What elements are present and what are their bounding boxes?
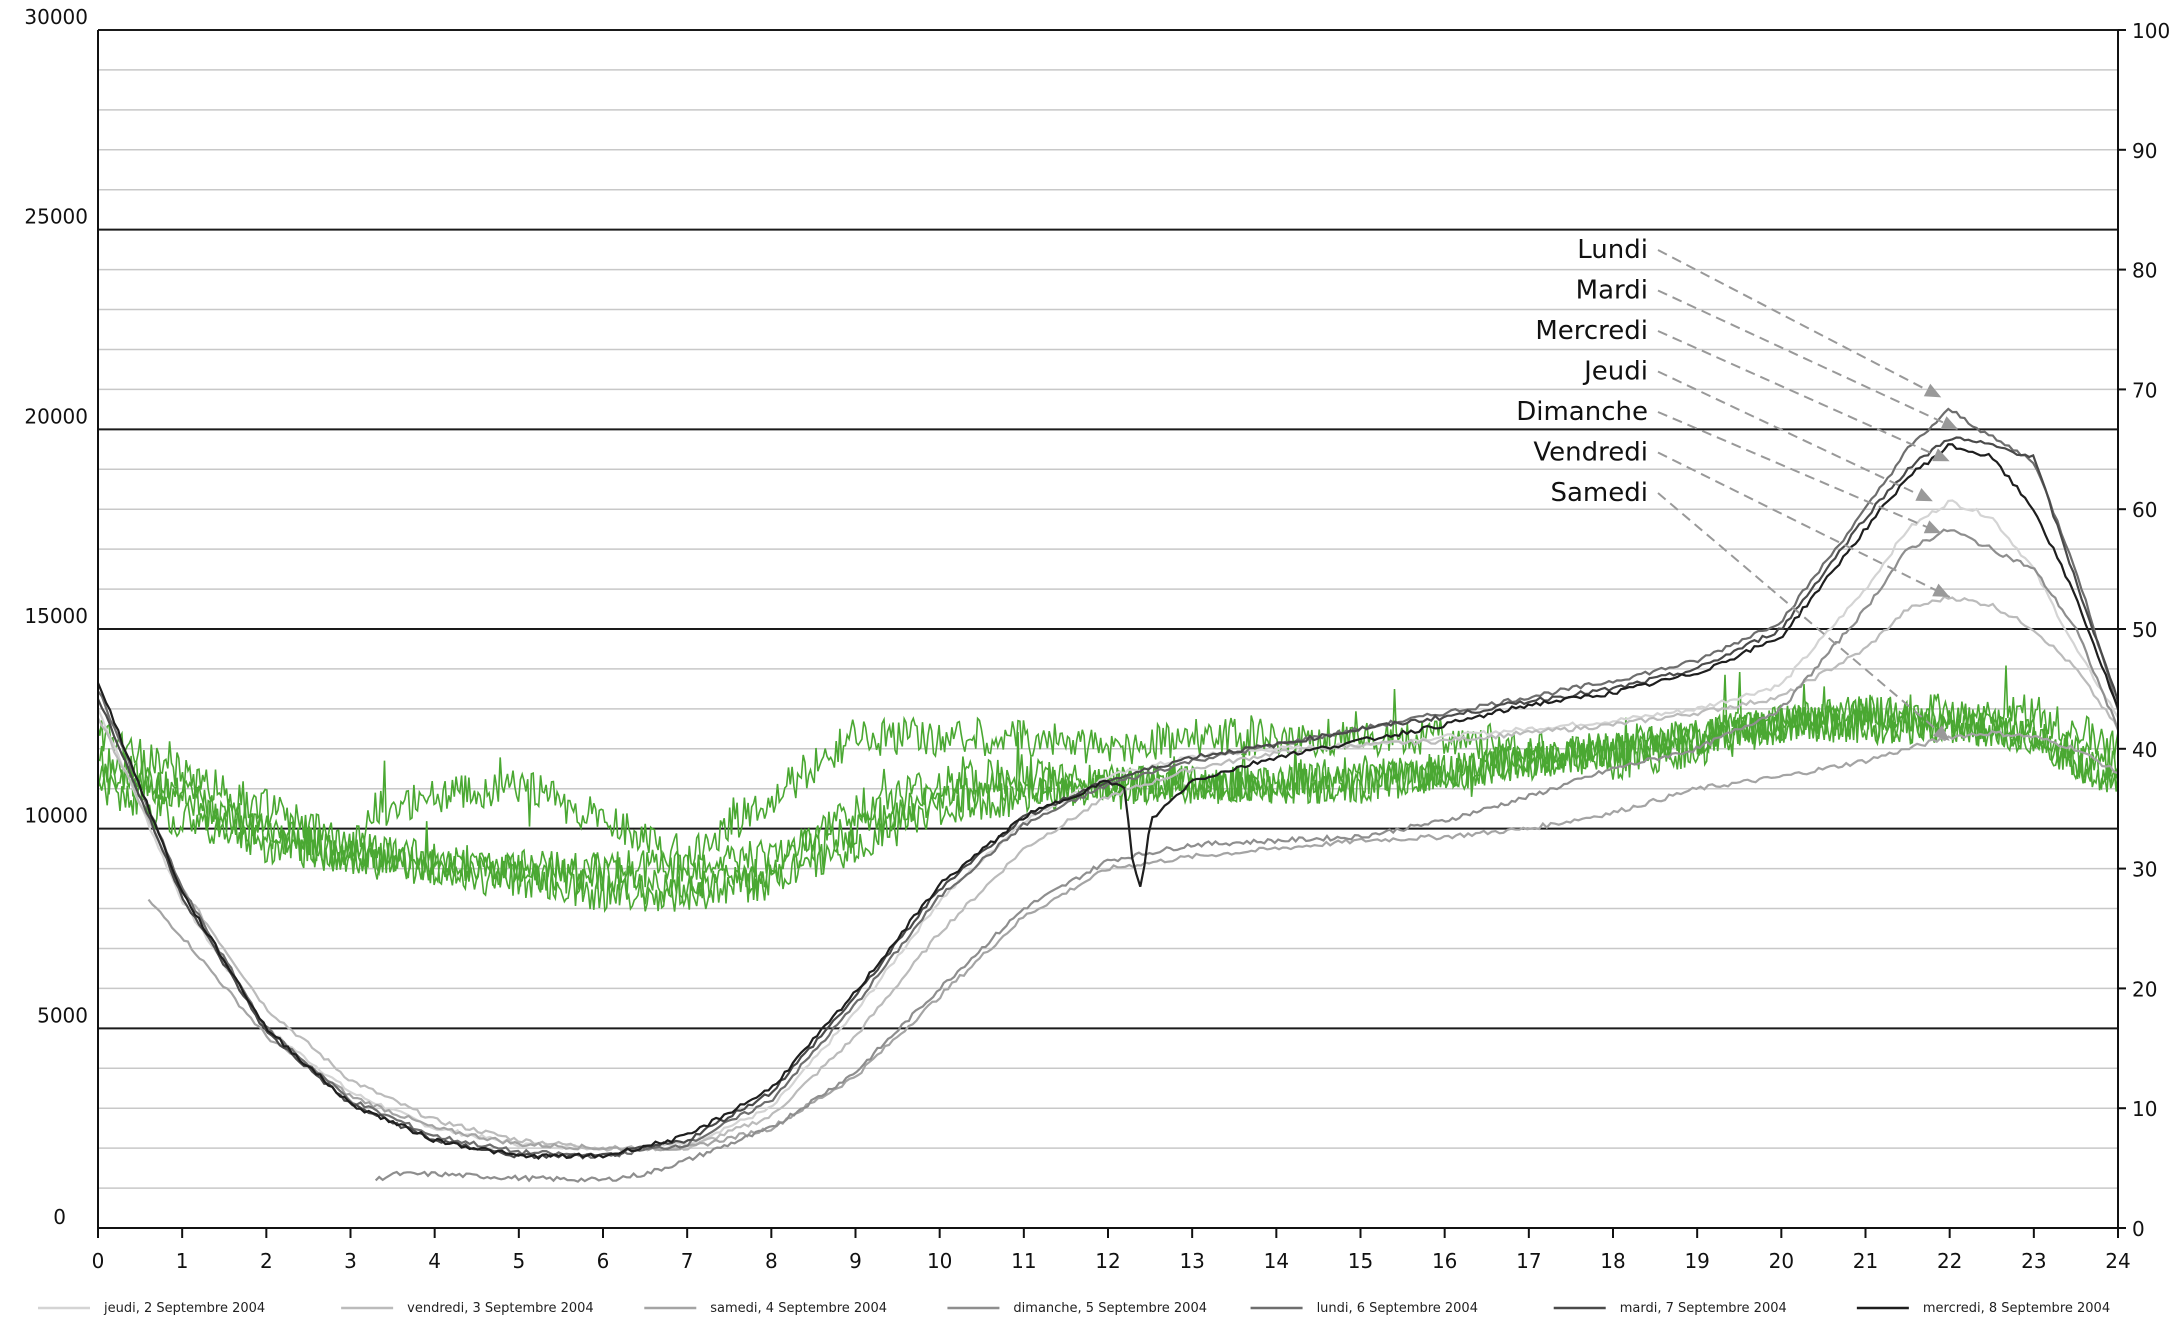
y2-tick-label: 20 [2132, 977, 2157, 1001]
y-tick-label: 5000 [37, 1003, 88, 1027]
series-line-6 [96, 443, 2120, 1160]
grid [98, 29, 2118, 1229]
y-tick-labels: 0 5000 10000 15000 20000 25000 30000 [24, 5, 88, 1229]
annotation-label: Vendredi [1533, 438, 1648, 468]
legend-label: dimanche, 5 Septembre 2004 [1013, 1301, 1207, 1316]
x-tick-label: 8 [765, 1249, 778, 1273]
annotation-arrowhead [1923, 520, 1942, 534]
annotation-label: Jeudi [1582, 357, 1648, 387]
x-tick-label: 14 [1264, 1249, 1289, 1273]
annotation-leader [1657, 411, 1942, 535]
x-tick-label: 9 [849, 1249, 862, 1273]
annotation-leader [1657, 330, 1951, 463]
x-tick-label: 17 [1516, 1249, 1541, 1273]
legend: jeudi, 2 Septembre 2004 vendredi, 3 Septe… [38, 1301, 2110, 1316]
annotation-arrowhead [1923, 383, 1942, 398]
legend-label: mardi, 7 Septembre 2004 [1620, 1301, 1787, 1316]
series-line-9 [97, 688, 2119, 876]
legend-label: jeudi, 2 Septembre 2004 [103, 1301, 265, 1316]
y-tick-label: 30000 [24, 5, 88, 29]
y2-tick-label: 90 [2132, 139, 2157, 163]
annotations: Lundi Mardi Mercredi Jeudi Dimanche Vendredi S… [1516, 235, 1959, 742]
x-tick-label: 5 [512, 1249, 525, 1273]
y2-tick-label: 100 [2132, 19, 2170, 43]
y2-tick-label: 60 [2132, 498, 2157, 522]
x-tick-label: 4 [428, 1249, 441, 1273]
x-tick-label: 0 [92, 1249, 105, 1273]
x-tick-label: 16 [1432, 1249, 1457, 1273]
legend-label: vendredi, 3 Septembre 2004 [407, 1301, 594, 1316]
y-tick-label: 0 [53, 1205, 66, 1229]
legend-label: lundi, 6 Septembre 2004 [1317, 1301, 1478, 1316]
annotation-arrowhead [1932, 725, 1950, 741]
x-tick-label: 2 [260, 1249, 273, 1273]
x-tick-label: 12 [1095, 1249, 1120, 1273]
x-tick-label: 11 [1011, 1249, 1036, 1273]
legend-label: mercredi, 8 Septembre 2004 [1923, 1301, 2110, 1316]
x-tick-labels: 0 1 2 3 4 5 6 7 8 9 10 11 12 13 14 15 16 17 18 19 20 21 22 23 24 [92, 1228, 2131, 1273]
annotation-arrowhead [1932, 583, 1950, 598]
gray-series-group [96, 407, 2120, 1183]
x-tick-label: 20 [1769, 1249, 1794, 1273]
y2-tick-label: 70 [2132, 378, 2157, 402]
annotation-label: Mercredi [1535, 316, 1648, 346]
y2-tick-label: 30 [2132, 858, 2157, 882]
annotation-leader [1657, 370, 1934, 503]
x-tick-label: 24 [2105, 1249, 2130, 1273]
y2-tick-labels: 0 10 20 30 40 50 60 70 80 90 100 [2118, 19, 2170, 1241]
legend-label: samedi, 4 Septembre 2004 [710, 1301, 887, 1316]
x-tick-label: 7 [681, 1249, 694, 1273]
series-line-3 [374, 528, 2120, 1183]
x-tick-label: 10 [927, 1249, 952, 1273]
y-tick-label: 10000 [24, 804, 88, 828]
y2-tick-label: 80 [2132, 259, 2157, 283]
annotation-label: Samedi [1551, 478, 1649, 508]
y2-tick-label: 10 [2132, 1097, 2157, 1121]
x-tick-label: 18 [1600, 1249, 1625, 1273]
annotation-label: Dimanche [1516, 397, 1648, 427]
x-tick-label: 15 [1348, 1249, 1373, 1273]
annotation-leader [1657, 451, 1951, 598]
x-tick-label: 13 [1179, 1249, 1204, 1273]
annotation-arrowhead [1915, 488, 1933, 502]
series-line-4 [97, 407, 2120, 1159]
annotation-leader [1657, 289, 1959, 431]
y-tick-label: 15000 [24, 604, 88, 628]
series-line-1 [97, 595, 2120, 1152]
x-tick-label: 1 [176, 1249, 189, 1273]
y2-tick-label: 40 [2132, 738, 2157, 762]
x-tick-label: 6 [597, 1249, 610, 1273]
annotation-label: Lundi [1577, 235, 1648, 265]
annotation-arrowhead [1940, 416, 1959, 430]
annotation-leader [1657, 249, 1942, 399]
annotation-arrowhead [1932, 448, 1950, 462]
x-tick-label: 3 [344, 1249, 357, 1273]
y2-tick-label: 50 [2132, 618, 2157, 642]
x-tick-label: 21 [1853, 1249, 1878, 1273]
x-tick-label: 23 [2021, 1249, 2046, 1273]
annotation-label: Mardi [1576, 276, 1648, 306]
y-tick-label: 20000 [24, 404, 88, 428]
series-line-0 [96, 499, 2119, 1152]
series-line-2 [147, 730, 2119, 1152]
x-tick-label: 19 [1684, 1249, 1709, 1273]
x-tick-label: 22 [1937, 1249, 1962, 1273]
y-tick-label: 25000 [24, 205, 88, 229]
y2-tick-label: 0 [2132, 1217, 2145, 1241]
